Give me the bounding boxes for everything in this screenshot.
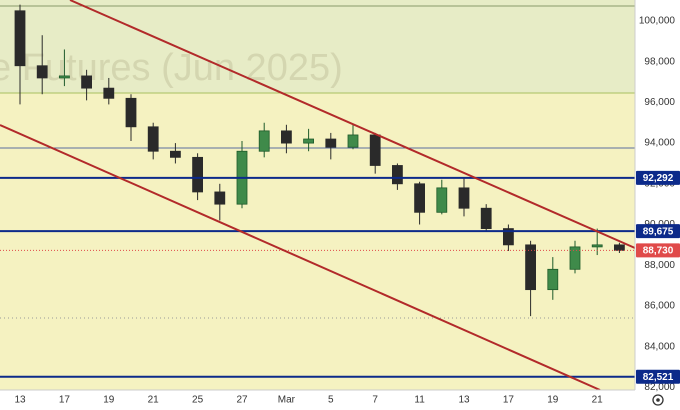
price-tag (636, 369, 680, 384)
y-tick-label: 82,000 (644, 382, 675, 393)
candle-body (480, 207, 492, 229)
candle-body (614, 244, 625, 251)
candle-body (325, 138, 337, 148)
x-tick-label: 21 (592, 395, 604, 406)
candle-body (280, 130, 292, 144)
candle-body (214, 191, 226, 205)
x-tick-label: 7 (372, 395, 378, 406)
candle-body (347, 134, 359, 148)
x-tick-label: 11 (414, 395, 425, 406)
x-tick-label: 19 (103, 395, 115, 406)
y-tick-label: 88,000 (644, 260, 675, 271)
candle-body (569, 246, 581, 270)
x-tick-label: Mar (278, 395, 296, 406)
candle-body (14, 10, 26, 67)
trend-line (69, 0, 636, 249)
price-tag-label: 88,730 (643, 246, 674, 257)
settings-icon[interactable] (652, 394, 664, 406)
candle-body (147, 126, 159, 152)
zone-bottom (0, 93, 635, 390)
y-tick-label: 86,000 (644, 301, 675, 312)
x-tick-label: 19 (547, 395, 559, 406)
candle-body (258, 130, 270, 152)
candle-body (547, 268, 559, 291)
y-tick-label: 84,000 (644, 341, 675, 352)
price-tag (636, 243, 680, 258)
candle-body (192, 156, 204, 193)
price-tag-label: 92,292 (643, 173, 674, 184)
price-tag (636, 224, 680, 239)
candle-body (391, 165, 403, 185)
x-tick-label: 13 (458, 395, 470, 406)
y-axis (635, 0, 680, 410)
candle-body (36, 65, 48, 79)
settings-icon-dot (656, 398, 660, 402)
candle-body (125, 97, 137, 128)
trend-line (0, 124, 601, 391)
candle-body (103, 87, 115, 99)
candle-body (169, 150, 181, 158)
candle-body (81, 75, 92, 89)
axes: 82,00084,00086,00088,00090,00092,00094,0… (14, 16, 680, 406)
x-tick-label: 21 (148, 395, 160, 406)
candle-body (525, 244, 536, 291)
price-tag-label: 82,521 (643, 372, 674, 383)
candle-body (59, 75, 70, 79)
candle-body (436, 187, 448, 213)
x-tick-label: 17 (59, 395, 71, 406)
candle-body (414, 183, 426, 213)
price-tag-label: 89,675 (643, 226, 674, 237)
candle-body (591, 244, 603, 248)
y-tick-label: 98,000 (644, 56, 675, 67)
x-tick-label: 13 (14, 395, 26, 406)
candle-body (458, 187, 470, 209)
y-tick-label: 96,000 (644, 97, 675, 108)
x-tick-label: 25 (192, 395, 204, 406)
x-tick-label: 17 (503, 395, 515, 406)
x-tick-label: 27 (236, 395, 248, 406)
y-tick-label: 100,000 (639, 16, 676, 27)
plot (0, 4, 635, 378)
candle-body (303, 138, 315, 144)
watermark: e Futures (Jun 2025) (0, 47, 343, 89)
candle-body (369, 134, 381, 166)
x-tick-label: 5 (328, 395, 334, 406)
price-tag (636, 170, 680, 185)
candle-body (502, 228, 514, 246)
y-tick-label: 94,000 (644, 138, 675, 149)
x-axis (0, 390, 680, 410)
